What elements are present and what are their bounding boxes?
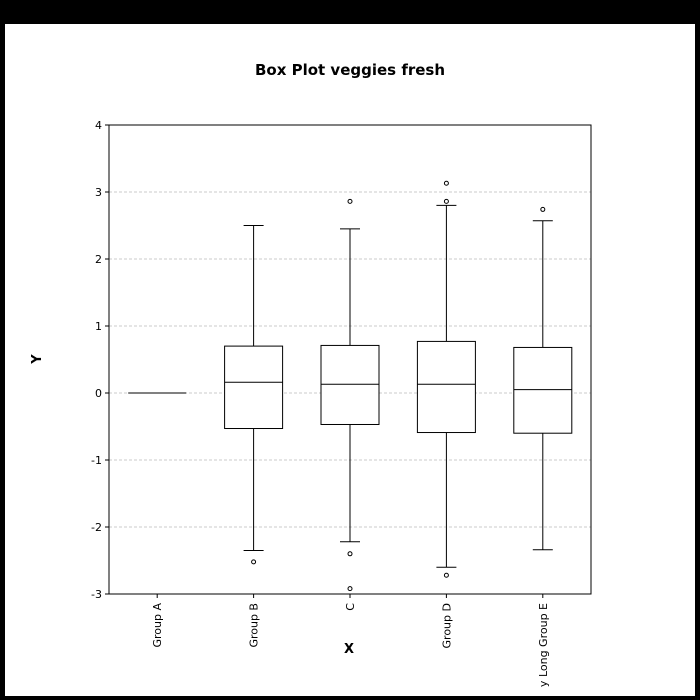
x-axis-label: X (344, 642, 354, 657)
box-iqr (416, 340, 476, 434)
y-tick-label: 3 (95, 186, 102, 199)
x-category-label: C (344, 603, 357, 611)
box-plot-chart: Box Plot veggies fresh -3 -2 -1 0 1 2 3 4 Group… (30, 61, 592, 687)
y-axis-ticks: -3 -2 -1 0 1 2 3 4 (91, 119, 109, 601)
chart-title: Box Plot veggies fresh (255, 61, 445, 79)
x-category-label: Group A (151, 603, 164, 648)
box-iqr (224, 345, 284, 430)
y-tick-label: 0 (95, 387, 102, 400)
box-iqr (513, 346, 573, 434)
y-tick-label: -3 (91, 588, 102, 601)
outlier-point (251, 559, 257, 565)
y-tick-label: -2 (91, 521, 102, 534)
box-iqr (320, 344, 380, 425)
y-axis-label: Y (30, 354, 45, 365)
outlier-point (443, 198, 449, 204)
y-tick-label: 1 (95, 320, 102, 333)
x-category-label: y Long Group E (537, 603, 550, 687)
outlier-point (347, 551, 353, 557)
x-category-label: Group D (440, 603, 453, 648)
outlier-point (540, 206, 546, 212)
chart-frame: Box Plot veggies fresh -3 -2 -1 0 1 2 3 4 Group… (5, 24, 695, 696)
y-tick-label: 2 (95, 253, 102, 266)
y-tick-label: 4 (95, 119, 102, 132)
x-category-label: Group B (248, 603, 261, 648)
outlier-point (443, 180, 449, 186)
x-axis-categories: Group A Group B C Group D y Long Group E (151, 594, 550, 687)
y-tick-label: -1 (91, 454, 102, 467)
outlier-point (443, 572, 449, 578)
outlier-point (347, 198, 353, 204)
boxes (128, 180, 573, 592)
outlier-point (347, 586, 353, 592)
